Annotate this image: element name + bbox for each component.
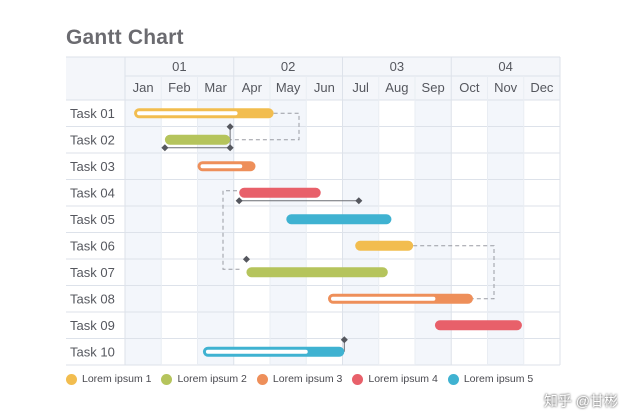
task-label: Task 07 (70, 265, 115, 280)
legend: Lorem ipsum 1 Lorem ipsum 2 Lorem ipsum 3 L… (66, 373, 543, 385)
connector-marker (161, 144, 169, 152)
month-label: Oct (459, 80, 480, 95)
connector-marker (226, 144, 234, 152)
legend-item: Lorem ipsum 4 (352, 373, 438, 385)
task-label: Task 01 (70, 106, 115, 121)
legend-swatch (447, 373, 459, 385)
legend-label: Lorem ipsum 5 (463, 373, 534, 385)
connector-marker (235, 197, 243, 205)
connector-marker (340, 336, 348, 344)
connector-marker (226, 123, 234, 131)
quarter-label: 03 (390, 59, 404, 74)
task-bar-highlight (205, 349, 308, 354)
legend-swatch (161, 373, 173, 385)
legend-item: Lorem ipsum 2 (161, 373, 247, 385)
legend-label: Lorem ipsum 1 (82, 373, 152, 385)
task-bar-highlight (137, 111, 238, 116)
task-bar (239, 187, 321, 198)
month-label: Nov (494, 80, 518, 95)
legend-swatch (256, 373, 268, 385)
task-bar-highlight (200, 164, 243, 169)
quarter-label: 02 (281, 59, 295, 74)
task-bar (286, 214, 392, 225)
legend-label: Lorem ipsum 2 (177, 373, 247, 385)
month-label: Feb (168, 80, 190, 95)
month-label: Aug (385, 80, 408, 95)
task-label: Task 02 (70, 132, 115, 147)
task-label: Task 10 (70, 344, 115, 359)
month-label: Dec (530, 80, 554, 95)
task-label: Task 05 (70, 212, 115, 227)
task-bar (434, 320, 522, 331)
header-background (66, 57, 560, 100)
dependency-connector (222, 190, 240, 270)
quarter-label: 04 (498, 59, 512, 74)
legend-swatch (352, 373, 364, 385)
legend-item: Lorem ipsum 1 (66, 373, 151, 385)
task-label: Task 06 (70, 238, 115, 253)
legend-label: Lorem ipsum 4 (368, 373, 438, 385)
legend-item: Lorem ipsum 3 (256, 373, 343, 385)
dependency-connector (413, 245, 495, 300)
task-bar (246, 267, 388, 278)
watermark: 知乎 @甘彬 (543, 393, 618, 409)
month-label: Jul (352, 80, 369, 95)
legend-swatch (66, 373, 77, 385)
month-label: Jun (314, 80, 335, 95)
task-label: Task 03 (70, 159, 115, 174)
quarter-label: 01 (172, 59, 186, 74)
task-label: Task 09 (70, 318, 115, 333)
legend-item: Lorem ipsum 5 (447, 373, 534, 385)
task-bar-highlight (331, 296, 436, 301)
chart-title: Gantt Chart (66, 26, 184, 49)
task-label: Task 04 (70, 185, 115, 200)
month-label: May (276, 80, 301, 95)
dependency-connector (230, 112, 300, 141)
month-label: Mar (204, 80, 227, 95)
legend-label: Lorem ipsum 3 (272, 373, 343, 385)
task-label: Task 08 (70, 291, 115, 306)
task-bar (355, 240, 414, 251)
connector-marker (242, 255, 250, 263)
month-label: Apr (242, 80, 263, 95)
task-bar (164, 134, 231, 145)
connector-marker (355, 197, 363, 205)
month-label: Sep (422, 80, 445, 95)
month-label: Jan (133, 80, 154, 95)
